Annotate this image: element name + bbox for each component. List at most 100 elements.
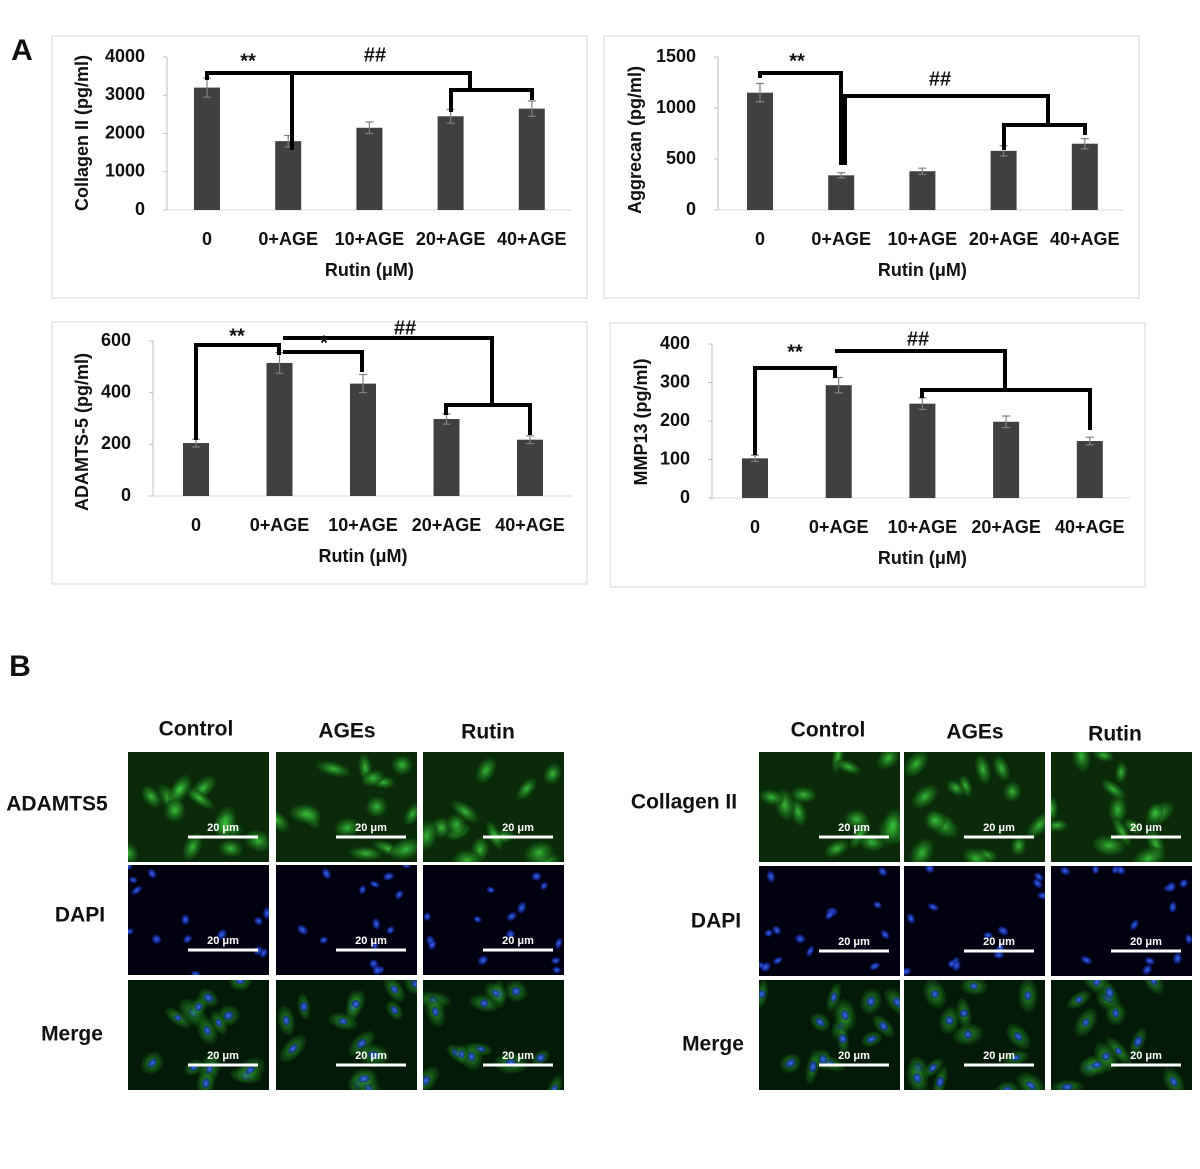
significance-bracket	[758, 71, 843, 165]
scale-bar-label: 20 μm	[1130, 1050, 1162, 1062]
column-header: AGEs	[318, 720, 375, 743]
nucleus	[935, 1076, 945, 1088]
nucleus	[930, 989, 940, 999]
bar	[517, 439, 543, 496]
y-tick-label: 400	[660, 333, 690, 353]
x-tick-label: 40+AGE	[497, 229, 567, 249]
nucleus	[259, 948, 268, 958]
chart-frame	[51, 321, 588, 585]
nucleus	[215, 1018, 223, 1027]
nucleus	[880, 930, 890, 940]
x-tick-label: 20+AGE	[971, 517, 1041, 537]
cell	[946, 779, 965, 797]
significance-bracket	[753, 366, 837, 455]
nucleus	[945, 1016, 954, 1025]
nucleus	[947, 959, 956, 968]
nucleus	[969, 982, 978, 990]
column-header: Control	[791, 719, 866, 742]
nucleus	[1060, 866, 1070, 876]
nucleus	[540, 882, 548, 890]
x-tick-label: 0	[202, 229, 212, 249]
scale-bar-label: 20 μm	[1130, 822, 1162, 834]
nucleus	[505, 929, 515, 939]
cells	[277, 980, 417, 1090]
panel-label: A	[11, 34, 33, 67]
y-tick-label: 1500	[656, 46, 696, 66]
y-tick-label: 300	[660, 371, 690, 391]
nucleus	[772, 956, 783, 965]
cell	[1132, 846, 1165, 862]
nucleus	[357, 1074, 370, 1083]
error-bar	[837, 172, 846, 179]
cell	[315, 760, 351, 778]
column-header: Rutin	[461, 721, 515, 744]
nucleus	[181, 914, 190, 925]
bar	[183, 443, 209, 496]
nucleus	[390, 1005, 399, 1015]
error-bar	[527, 100, 536, 117]
column-header: AGEs	[946, 721, 1003, 744]
cell	[1146, 802, 1164, 824]
x-axis-title: Rutin (μM)	[319, 546, 408, 566]
x-tick-label: 0	[191, 515, 201, 535]
significance-bracket	[835, 349, 1007, 390]
nucleus	[531, 872, 542, 881]
micrograph: 20 μm	[904, 752, 1045, 862]
nucleus	[183, 934, 192, 944]
cell	[790, 786, 817, 803]
nucleus	[993, 951, 1005, 959]
significance-label: **	[789, 50, 805, 72]
cell	[909, 838, 935, 862]
nucleus	[1142, 964, 1152, 975]
y-tick-label: 2000	[105, 122, 145, 142]
scale-bar-label: 20 μm	[838, 1050, 870, 1062]
nucleus	[892, 997, 900, 1008]
y-axis-title: Collagen II (pg/ml)	[72, 55, 92, 211]
nucleus	[319, 936, 328, 944]
nucleus	[147, 1058, 158, 1068]
cell	[389, 837, 417, 861]
image-bg	[904, 866, 1045, 976]
y-tick-label: 4000	[105, 46, 145, 66]
significance-bracket	[449, 88, 534, 112]
cells	[1051, 752, 1175, 862]
y-axis-title: MMP13 (pg/ml)	[631, 358, 651, 485]
nucleus	[1080, 955, 1092, 965]
nucleus	[458, 1050, 465, 1059]
nucleus	[873, 901, 882, 909]
micrograph: 20 μm	[276, 865, 417, 975]
nucleus	[506, 912, 517, 921]
error-bar	[1002, 415, 1011, 429]
cell	[1112, 816, 1132, 847]
cells	[423, 980, 563, 1090]
nucleus	[203, 993, 214, 1003]
y-tick-label: 0	[121, 485, 131, 505]
cells	[423, 757, 562, 862]
nucleus	[878, 867, 888, 877]
nucleus	[552, 966, 561, 974]
nucleus	[201, 1078, 210, 1089]
nucleus	[866, 996, 876, 1007]
chart-frame	[609, 322, 1146, 588]
nucleus	[1115, 1047, 1123, 1055]
x-tick-label: 20+AGE	[969, 229, 1039, 249]
nucleus	[129, 876, 138, 884]
micrograph: 20 μm	[1051, 752, 1192, 862]
bar	[825, 385, 852, 498]
nucleus	[372, 964, 381, 975]
x-tick-label: 0+AGE	[250, 515, 310, 535]
significance-bracket	[205, 71, 294, 150]
nucleus	[913, 1072, 922, 1084]
y-axis-title: Aggrecan (pg/ml)	[625, 66, 645, 214]
significance-label: **	[240, 50, 256, 72]
cell	[403, 803, 417, 826]
nucleus	[1105, 986, 1114, 999]
bar	[909, 403, 936, 498]
cell	[995, 1081, 1019, 1090]
scale-bar-label: 20 μm	[207, 822, 239, 834]
error-bar	[1085, 436, 1094, 446]
scale-bar-label: 20 μm	[1130, 936, 1162, 948]
significance-bracket	[283, 350, 364, 372]
error-bar	[359, 373, 367, 394]
nucleus	[467, 1051, 476, 1062]
